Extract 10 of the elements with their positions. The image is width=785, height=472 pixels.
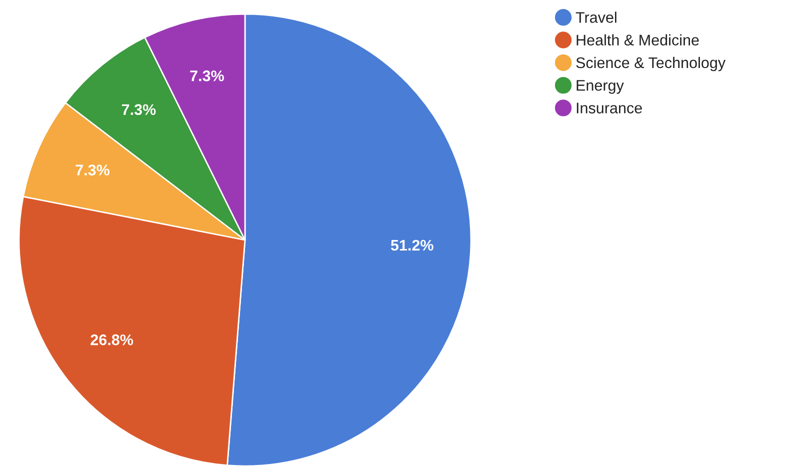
legend-label: Health & Medicine — [576, 34, 699, 46]
data-label: 7.3% — [122, 104, 156, 115]
data-label: 26.8% — [90, 334, 134, 346]
legend-label: Insurance — [576, 102, 642, 114]
data-label: 7.3% — [76, 164, 110, 176]
legend-label: Energy — [576, 80, 624, 94]
legend-label: Science & Technology — [576, 56, 726, 72]
legend-label: Travel — [576, 12, 616, 23]
data-label: 51.2% — [390, 240, 434, 251]
data-label: 7.3% — [190, 70, 224, 82]
